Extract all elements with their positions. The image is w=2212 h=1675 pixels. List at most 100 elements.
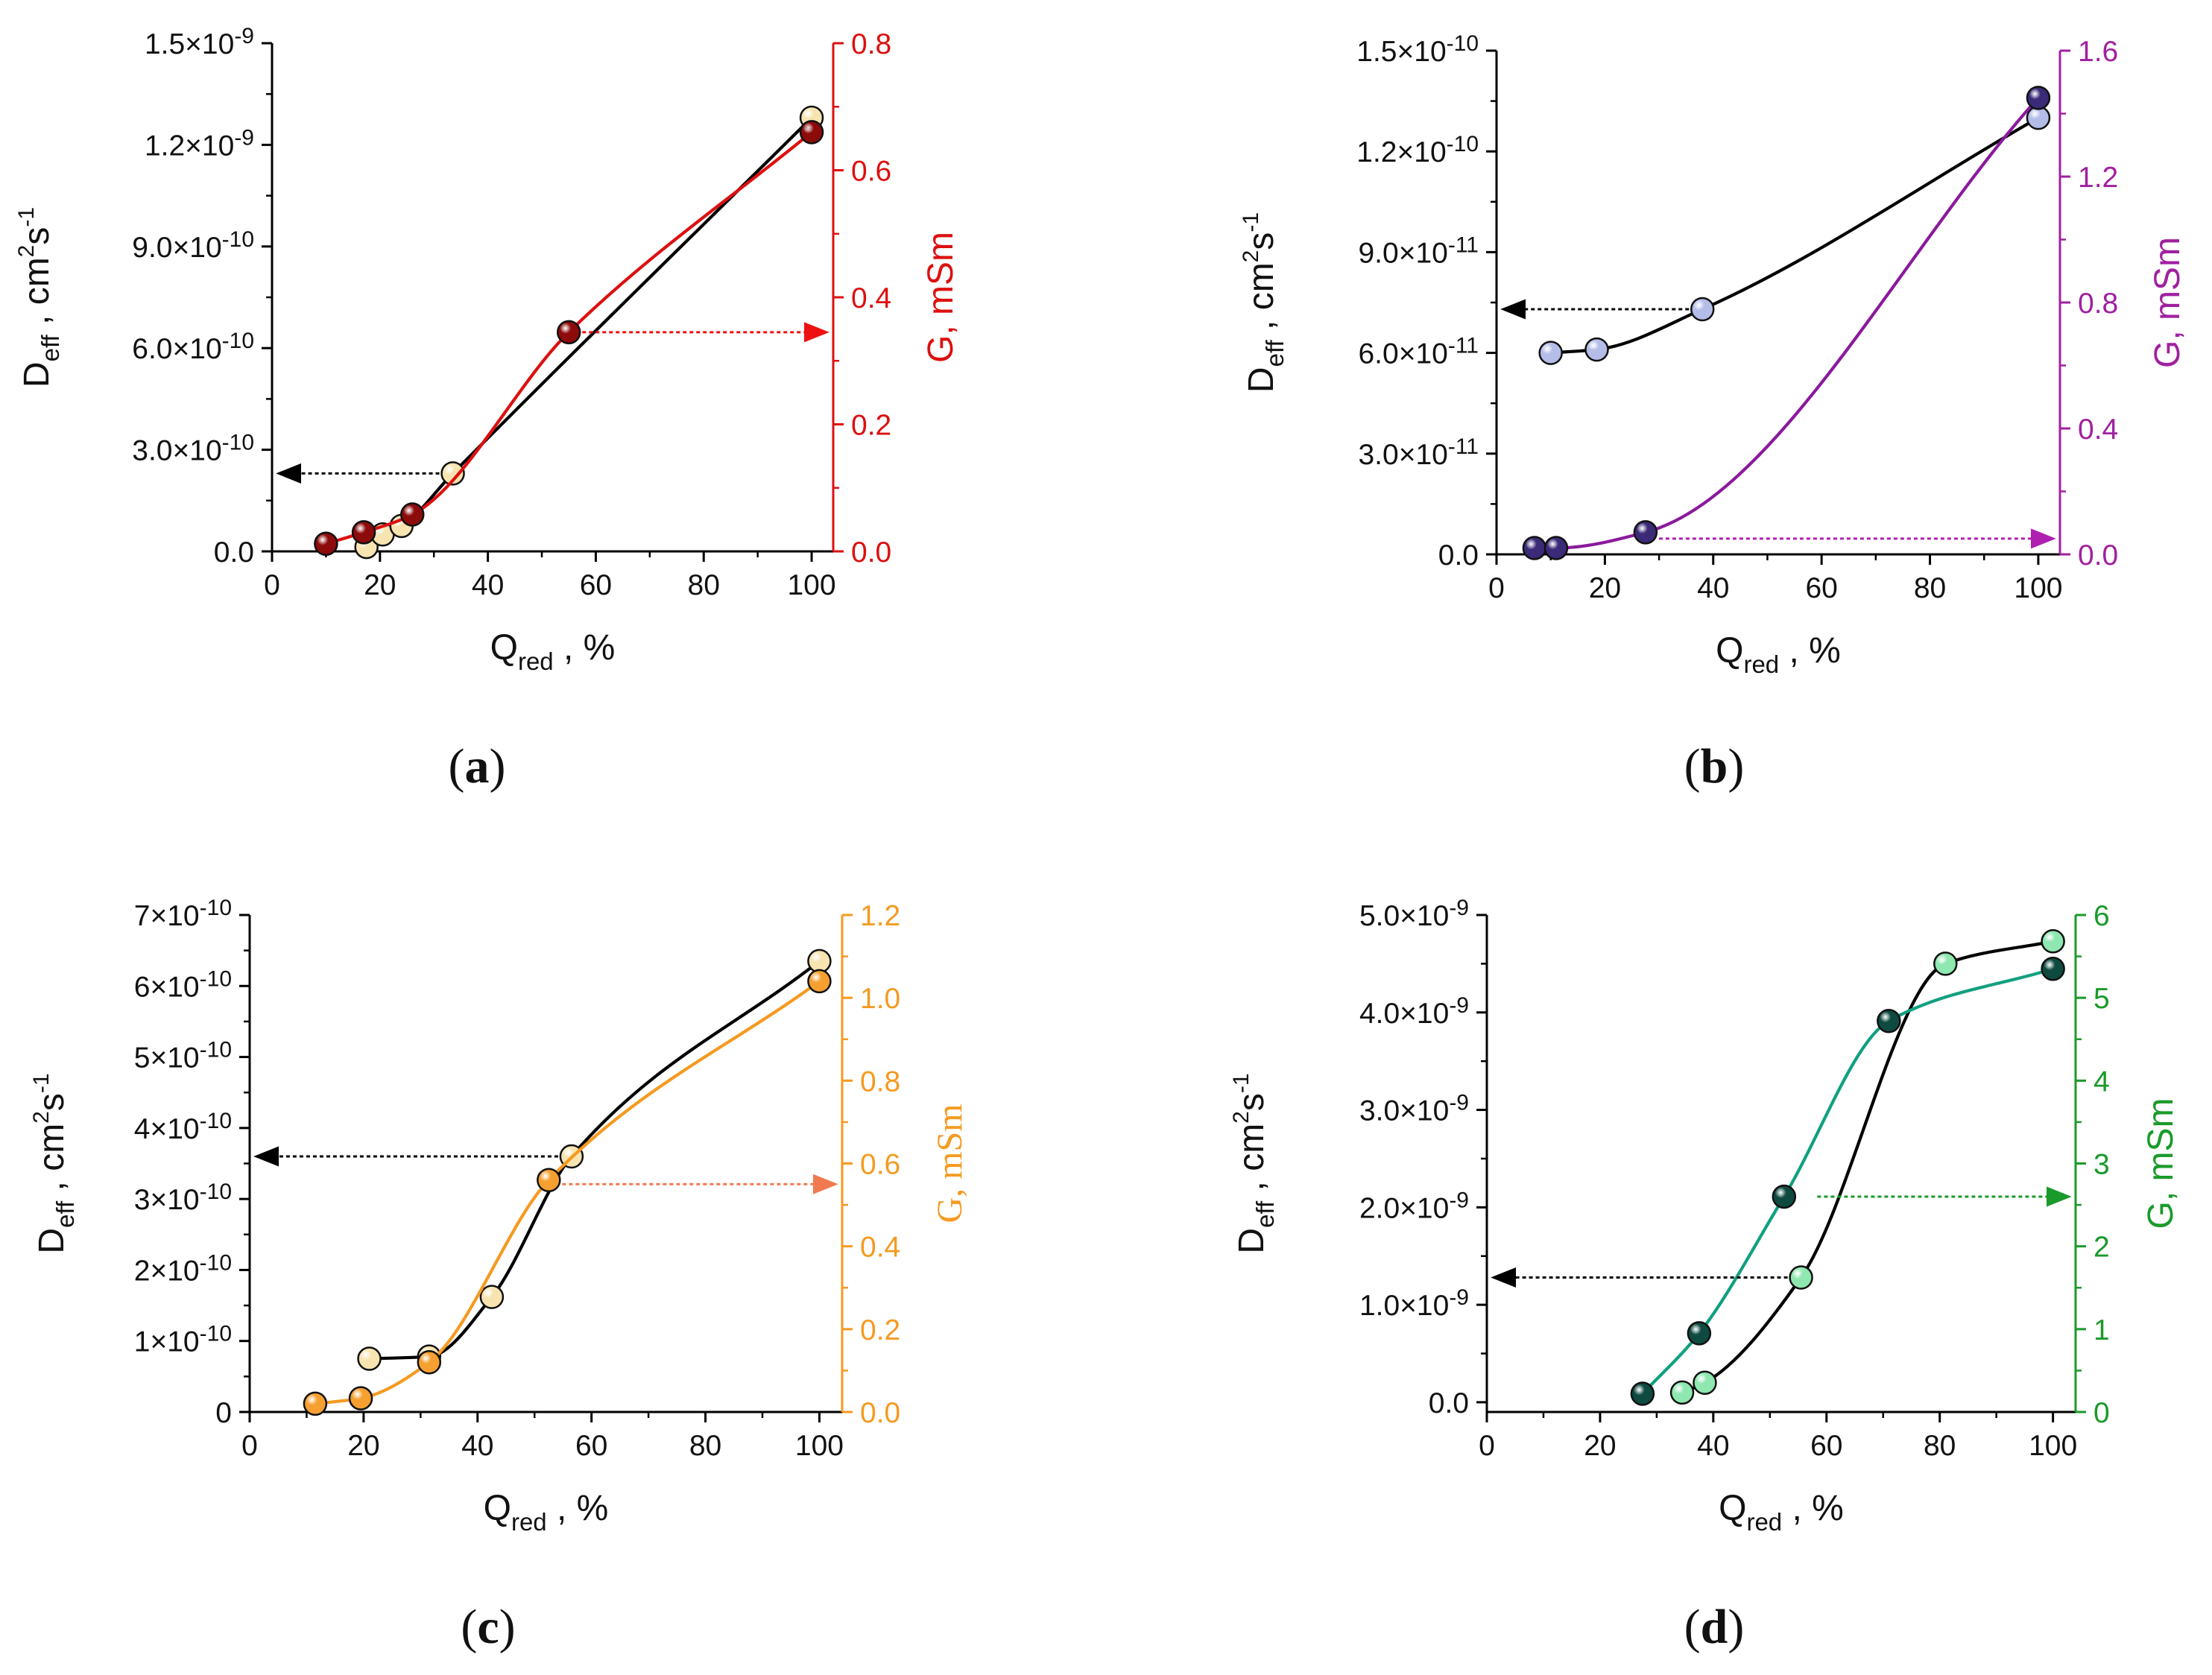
x-tick-label: 60: [1810, 1430, 1842, 1462]
panel-b: 0 20 40 60 80 100 0.0 3.0×10-11 6.0×10-11 9.0×10-…: [1239, 31, 2187, 794]
y-axis-label-left: Deff , cm2s-1: [14, 207, 64, 387]
data-point-G: [314, 531, 338, 557]
y-tick-label: 3.0×10-11: [1358, 434, 1479, 471]
y-tick-label: 6×10-10: [134, 966, 232, 1003]
y-tick-label-right: 0.2: [851, 410, 891, 442]
y-tick-label: 2.0×10-9: [1359, 1188, 1469, 1224]
data-point-G: [1633, 520, 1658, 545]
y-tick-label: 0.0: [1438, 539, 1479, 571]
x-tick-label: 0: [1479, 1430, 1495, 1462]
y-tick-label: 5×10-10: [134, 1038, 232, 1074]
y-axis-label-left: Deff , cm2s-1: [29, 1073, 79, 1253]
x-tick-label: 100: [795, 1430, 844, 1462]
data-point-D_eff: [440, 461, 465, 486]
y-tick-label: 0: [215, 1397, 232, 1429]
y-tick-label-right: 2: [2094, 1232, 2110, 1264]
data-point-G: [1687, 1321, 1712, 1346]
data-point-D_eff: [1584, 337, 1609, 362]
y-axis-label-right: G, mSm: [930, 1104, 970, 1223]
y-tick-label-right: 0.8: [851, 28, 891, 60]
y-tick-label-right: 0.2: [860, 1314, 900, 1346]
x-axis-label: Qred , %: [1719, 1489, 1844, 1536]
x-tick-label: 100: [2014, 572, 2062, 604]
data-point-D_eff: [1538, 341, 1563, 365]
y-tick-label: 9.0×10-10: [132, 227, 254, 264]
y-tick-label: 1×10-10: [134, 1322, 232, 1358]
y-tick-label: 3.0×10-9: [1359, 1091, 1469, 1127]
data-point-D_eff: [2026, 105, 2051, 130]
x-tick-label: 60: [580, 569, 612, 601]
y-tick-label-right: 3: [2094, 1149, 2110, 1181]
x-tick-label: 0: [264, 569, 280, 601]
y-tick-label-right: 1.2: [2078, 162, 2118, 194]
data-point-G: [537, 1168, 561, 1192]
x-tick-label: 80: [1924, 1430, 1956, 1462]
x-tick-label: 0: [1488, 572, 1505, 604]
x-tick-label: 0: [241, 1430, 258, 1462]
y-tick-label-right: 1.2: [860, 900, 900, 932]
x-axis-label: Qred , %: [490, 628, 616, 675]
panel-d: 0 20 40 60 80 1000.01.0×10-92.0×10-93.0×10-94…: [1229, 896, 2181, 1654]
y-tick-label-right: 0.0: [851, 536, 891, 569]
y-tick-label-right: 0.0: [860, 1397, 900, 1429]
y-tick-label: 1.5×10-9: [145, 24, 254, 60]
x-tick-label: 40: [1697, 572, 1729, 604]
y-tick-label-right: 0: [2094, 1397, 2110, 1429]
x-tick-label: 60: [1805, 572, 1837, 604]
data-point-G: [799, 120, 824, 145]
data-point-G: [400, 502, 425, 527]
panel-label: (d): [1684, 1600, 1745, 1654]
panel-label: (c): [461, 1600, 515, 1654]
data-point-G: [556, 320, 581, 345]
x-tick-label: 100: [2029, 1430, 2077, 1462]
y-tick-label-right: 4: [2094, 1066, 2110, 1098]
y-axis-label-right: G, mSm: [2141, 1098, 2181, 1229]
data-point-D_eff: [479, 1285, 505, 1309]
data-point-D_eff: [1669, 1380, 1695, 1405]
x-tick-label: 20: [1584, 1430, 1616, 1462]
data-point-G: [1877, 1009, 1901, 1033]
x-tick-label: 80: [688, 569, 720, 601]
x-tick-label: 80: [1914, 572, 1946, 604]
y-tick-label: 4.0×10-9: [1359, 993, 1469, 1030]
series-line-G: [1534, 96, 2040, 550]
y-tick-label-right: 0.8: [2078, 288, 2118, 320]
y-tick-label: 0.0: [1429, 1387, 1469, 1419]
panel-a: 0 20 40 60 80 100 0.0 3.0×10-10 6.0×10-10 9.0×10-…: [14, 24, 961, 794]
data-point-D_eff: [1693, 1370, 1717, 1396]
y-tick-label-right: 0.4: [860, 1232, 900, 1264]
y-tick-label: 6.0×10-11: [1358, 334, 1479, 370]
y-tick-label: 6.0×10-10: [132, 329, 254, 365]
y-tick-label: 9.0×10-11: [1358, 232, 1479, 269]
data-point-G: [807, 969, 832, 994]
data-point-D_eff: [2041, 929, 2065, 954]
y-axis-label-left: Deff , cm2s-1: [1229, 1073, 1279, 1253]
y-tick-label-right: 0.0: [2078, 539, 2118, 571]
data-point-G: [351, 520, 376, 545]
data-point-G: [1543, 536, 1569, 560]
y-axis-label-right: G, mSm: [921, 232, 961, 363]
x-tick-label: 40: [1697, 1430, 1729, 1462]
y-tick-label: 5.0×10-9: [1359, 896, 1469, 932]
x-tick-label: 60: [575, 1430, 607, 1462]
panel-label: (a): [449, 739, 506, 794]
data-point-G: [2041, 957, 2065, 981]
x-tick-label: 40: [472, 569, 504, 601]
y-tick-label: 3×10-10: [134, 1180, 232, 1216]
x-tick-label: 20: [347, 1430, 379, 1462]
data-point-G: [1772, 1184, 1797, 1209]
y-tick-label-right: 0.6: [851, 156, 891, 188]
y-tick-label-right: 0.4: [2078, 414, 2118, 446]
data-point-G: [1522, 536, 1547, 560]
y-tick-label-right: 0.4: [851, 282, 891, 314]
data-point-G: [2026, 86, 2051, 110]
y-tick-label: 1.2×10-10: [1356, 132, 1479, 168]
series-line-D_eff: [369, 960, 821, 1361]
panel-label: (b): [1684, 739, 1745, 794]
data-point-D_eff: [1933, 952, 1958, 976]
data-point-G: [348, 1386, 373, 1410]
y-tick-label-right: 5: [2094, 983, 2110, 1015]
y-tick-label-right: 0.8: [860, 1066, 900, 1098]
series-line-D_eff: [1550, 116, 2039, 355]
